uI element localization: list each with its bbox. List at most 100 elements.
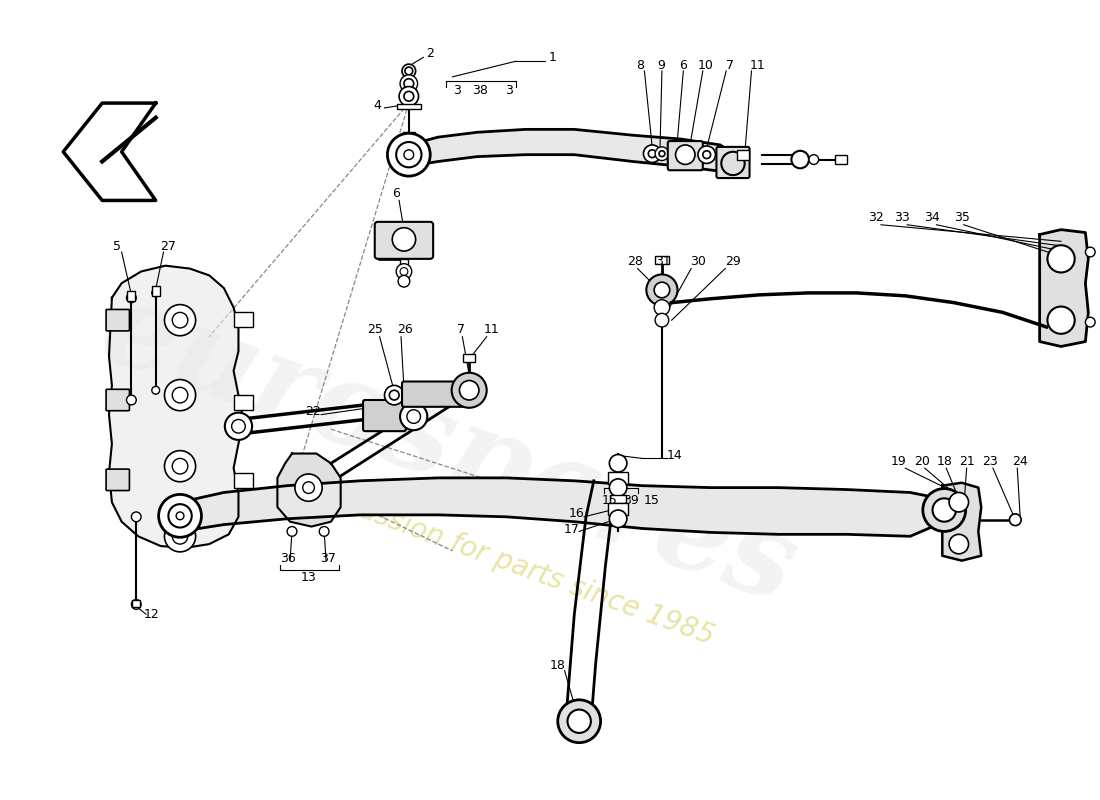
- Circle shape: [1086, 318, 1096, 327]
- Bar: [835, 154, 847, 165]
- Text: 13: 13: [300, 570, 317, 584]
- FancyBboxPatch shape: [378, 237, 408, 260]
- Text: 25: 25: [366, 323, 383, 337]
- Text: 9: 9: [657, 58, 664, 72]
- Circle shape: [452, 373, 486, 408]
- Text: 14: 14: [667, 449, 682, 462]
- Circle shape: [648, 150, 656, 158]
- Circle shape: [404, 91, 414, 101]
- FancyBboxPatch shape: [106, 390, 130, 410]
- Polygon shape: [180, 478, 944, 536]
- FancyBboxPatch shape: [106, 469, 130, 490]
- FancyBboxPatch shape: [402, 382, 464, 407]
- Circle shape: [387, 134, 430, 176]
- Circle shape: [697, 146, 715, 163]
- Circle shape: [287, 526, 297, 536]
- Text: 24: 24: [1012, 455, 1028, 468]
- Circle shape: [703, 150, 711, 158]
- Bar: [152, 286, 160, 296]
- Text: 23: 23: [982, 455, 998, 468]
- Circle shape: [319, 526, 329, 536]
- Circle shape: [949, 493, 969, 512]
- Circle shape: [659, 150, 664, 157]
- Circle shape: [400, 268, 408, 275]
- Text: 7: 7: [458, 323, 465, 337]
- Circle shape: [923, 489, 966, 531]
- Text: 3: 3: [453, 84, 461, 97]
- Text: 15: 15: [602, 494, 617, 506]
- Circle shape: [152, 386, 160, 394]
- Circle shape: [808, 154, 818, 165]
- Circle shape: [609, 510, 627, 527]
- Text: 1: 1: [549, 51, 557, 64]
- Bar: [608, 503, 628, 515]
- Text: 8: 8: [637, 58, 645, 72]
- Circle shape: [654, 282, 670, 298]
- Bar: [397, 104, 420, 109]
- Circle shape: [644, 145, 661, 162]
- Bar: [233, 473, 253, 488]
- Text: 12: 12: [144, 608, 159, 621]
- Text: 33: 33: [894, 211, 911, 225]
- Circle shape: [656, 147, 669, 161]
- Circle shape: [165, 305, 196, 336]
- Text: 4: 4: [374, 98, 382, 111]
- Circle shape: [396, 142, 421, 167]
- Text: 11: 11: [749, 58, 766, 72]
- Text: 27: 27: [161, 240, 176, 253]
- Circle shape: [173, 312, 188, 328]
- Text: 34: 34: [924, 211, 939, 225]
- Text: 35: 35: [954, 211, 970, 225]
- Text: 5: 5: [113, 240, 121, 253]
- Text: 38: 38: [472, 84, 487, 97]
- Bar: [379, 225, 428, 254]
- Text: 18: 18: [550, 659, 565, 672]
- Circle shape: [224, 413, 252, 440]
- Text: 26: 26: [397, 323, 412, 337]
- Circle shape: [410, 386, 418, 394]
- Bar: [128, 291, 135, 301]
- Circle shape: [1086, 247, 1096, 257]
- Bar: [233, 395, 253, 410]
- Text: 22: 22: [306, 405, 321, 418]
- Circle shape: [568, 710, 591, 733]
- Circle shape: [405, 67, 412, 75]
- Text: eurospares: eurospares: [85, 270, 811, 628]
- Circle shape: [656, 314, 669, 327]
- Text: 21: 21: [959, 455, 975, 468]
- Circle shape: [152, 289, 160, 297]
- Bar: [608, 472, 628, 484]
- Circle shape: [131, 512, 141, 522]
- Circle shape: [232, 419, 245, 433]
- Text: 3: 3: [505, 84, 513, 97]
- Circle shape: [173, 529, 188, 544]
- Bar: [403, 132, 415, 140]
- Circle shape: [158, 494, 201, 538]
- Text: 10: 10: [697, 58, 714, 72]
- Polygon shape: [63, 103, 156, 201]
- Text: 20: 20: [914, 455, 929, 468]
- Circle shape: [558, 700, 601, 742]
- Circle shape: [791, 150, 808, 168]
- Circle shape: [165, 521, 196, 552]
- Circle shape: [933, 498, 956, 522]
- Circle shape: [385, 386, 404, 405]
- Circle shape: [389, 390, 399, 400]
- Polygon shape: [943, 482, 981, 561]
- Circle shape: [722, 152, 745, 175]
- Bar: [463, 354, 475, 362]
- Text: 15: 15: [644, 494, 659, 506]
- Polygon shape: [409, 130, 730, 171]
- Circle shape: [398, 275, 410, 287]
- Circle shape: [609, 454, 627, 472]
- Text: 32: 32: [868, 211, 884, 225]
- Text: 7: 7: [726, 58, 734, 72]
- Text: 29: 29: [725, 255, 741, 268]
- Text: 19: 19: [891, 455, 906, 468]
- Circle shape: [176, 512, 184, 520]
- Text: 28: 28: [627, 255, 642, 268]
- Text: 6: 6: [393, 187, 400, 200]
- Circle shape: [396, 264, 411, 279]
- Circle shape: [126, 293, 136, 302]
- Circle shape: [460, 381, 478, 400]
